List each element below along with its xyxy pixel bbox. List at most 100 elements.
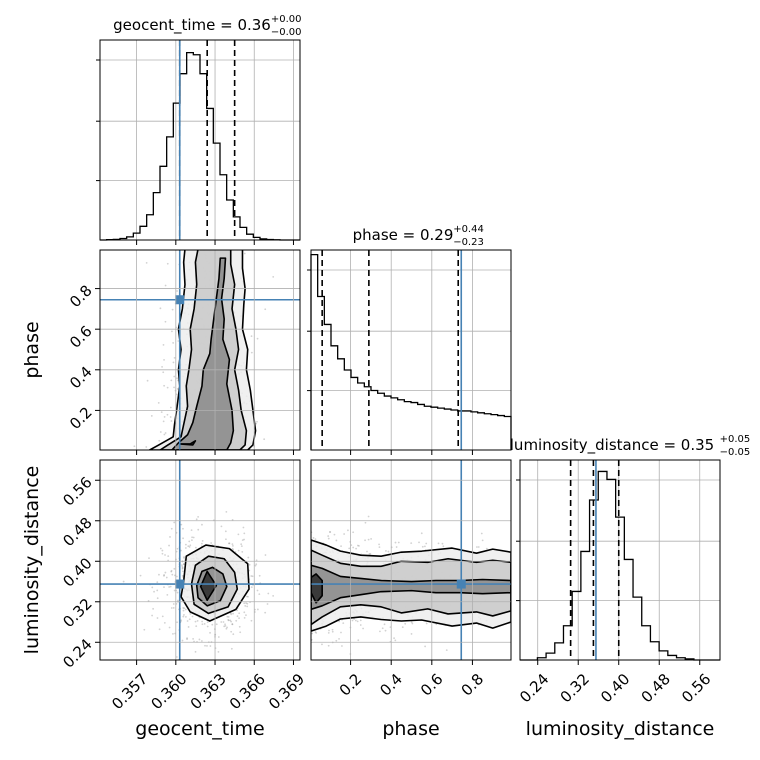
title-plus-error: +0.05 bbox=[720, 434, 751, 445]
scatter-point bbox=[351, 619, 354, 622]
scatter-point bbox=[163, 416, 166, 418]
scatter-point bbox=[364, 521, 367, 524]
scatter-point bbox=[515, 581, 517, 583]
density-fill bbox=[171, 258, 234, 450]
hist-step-geocent_time bbox=[100, 51, 300, 241]
scatter-point bbox=[184, 608, 187, 611]
scatter-point bbox=[226, 626, 228, 629]
scatter-point bbox=[359, 624, 362, 626]
scatter-point bbox=[182, 537, 184, 540]
scatter-point bbox=[250, 335, 253, 338]
scatter-point bbox=[181, 639, 184, 642]
scatter-point bbox=[148, 557, 150, 560]
scatter-point bbox=[150, 415, 153, 417]
scatter-point bbox=[194, 546, 197, 549]
pair-1-frame bbox=[99, 459, 301, 661]
scatter-point bbox=[172, 342, 175, 344]
pair-inner bbox=[122, 510, 275, 666]
scatter-point bbox=[159, 307, 162, 310]
scatter-point bbox=[256, 608, 259, 611]
scatter-point bbox=[327, 631, 330, 634]
scatter-point bbox=[177, 599, 179, 602]
scatter-point bbox=[315, 632, 318, 634]
scatter-point bbox=[182, 527, 184, 530]
x-axis-label-geocent_time: geocent_time bbox=[135, 718, 264, 740]
hist-phase-frame bbox=[310, 249, 512, 451]
scatter-point bbox=[227, 615, 230, 618]
panel-title-phase: phase = 0.29 +0.44 −0.23 bbox=[353, 224, 484, 248]
scatter-point bbox=[176, 388, 179, 390]
scatter-point bbox=[175, 656, 178, 658]
scatter-point bbox=[425, 622, 428, 625]
scatter-point bbox=[169, 416, 172, 418]
scatter-point bbox=[329, 531, 332, 533]
scatter-point bbox=[173, 521, 176, 524]
scatter-point bbox=[232, 633, 235, 636]
contour-line bbox=[178, 440, 197, 446]
scatter-point bbox=[393, 637, 395, 640]
scatter-point bbox=[255, 559, 258, 562]
scatter-point bbox=[172, 607, 175, 609]
scatter-point bbox=[342, 622, 345, 625]
scatter-point bbox=[163, 586, 165, 589]
scatter-point bbox=[166, 593, 169, 596]
scatter-point bbox=[156, 581, 159, 584]
scatter-point bbox=[224, 530, 227, 533]
pair-panel-geocent_time-phase bbox=[100, 250, 300, 450]
contour-line bbox=[195, 566, 228, 607]
contour-line bbox=[180, 544, 250, 622]
scatter-point bbox=[191, 536, 193, 539]
scatter-point bbox=[143, 628, 146, 631]
scatter-point bbox=[169, 536, 171, 538]
scatter-point bbox=[404, 622, 407, 625]
scatter-point bbox=[196, 664, 198, 666]
scatter-point bbox=[166, 262, 169, 265]
scatter-point bbox=[394, 541, 397, 544]
scatter-point bbox=[264, 554, 267, 556]
scatter-point bbox=[182, 570, 184, 573]
scatter-point bbox=[182, 615, 185, 618]
scatter-point bbox=[384, 629, 387, 632]
scatter-point bbox=[236, 609, 239, 612]
scatter-point bbox=[401, 626, 404, 629]
scatter-point bbox=[228, 542, 230, 545]
scatter-point bbox=[183, 607, 186, 610]
scatter-point bbox=[163, 574, 165, 577]
scatter-point bbox=[250, 575, 253, 577]
scatter-point bbox=[194, 650, 197, 653]
scatter-point bbox=[358, 545, 360, 547]
scatter-point bbox=[227, 618, 230, 621]
hist-geocent_time-frame bbox=[99, 39, 301, 241]
scatter-point bbox=[424, 645, 427, 648]
scatter-point bbox=[156, 589, 159, 592]
scatter-point bbox=[258, 593, 261, 596]
scatter-point bbox=[335, 539, 338, 542]
scatter-point bbox=[191, 539, 193, 542]
scatter-point bbox=[169, 585, 172, 588]
scatter-point bbox=[170, 379, 173, 382]
hist-step-luminosity_distance bbox=[520, 470, 720, 661]
contour-line bbox=[190, 555, 239, 615]
scatter-point bbox=[272, 276, 275, 278]
scatter-point bbox=[188, 618, 191, 621]
scatter-point bbox=[256, 337, 259, 340]
scatter-point bbox=[170, 607, 173, 609]
scatter-point bbox=[168, 626, 171, 629]
y-axis-label-luminosity_distance: luminosity_distance bbox=[21, 466, 43, 655]
scatter-point bbox=[187, 626, 190, 628]
scatter-point bbox=[481, 539, 484, 542]
scatter-point bbox=[255, 422, 258, 425]
x-tick-label-geocent_time: 0.369 bbox=[265, 670, 308, 713]
scatter-point bbox=[201, 523, 203, 526]
scatter-point bbox=[418, 541, 420, 544]
scatter-point bbox=[394, 639, 397, 642]
scatter-point bbox=[164, 284, 167, 287]
scatter-point bbox=[352, 531, 355, 534]
panel-title-text: geocent_time = 0.36 bbox=[113, 16, 271, 35]
scatter-point bbox=[247, 595, 249, 598]
scatter-point bbox=[231, 623, 234, 625]
scatter-point bbox=[192, 637, 195, 640]
scatter-point bbox=[166, 386, 169, 389]
scatter-point bbox=[338, 620, 341, 623]
